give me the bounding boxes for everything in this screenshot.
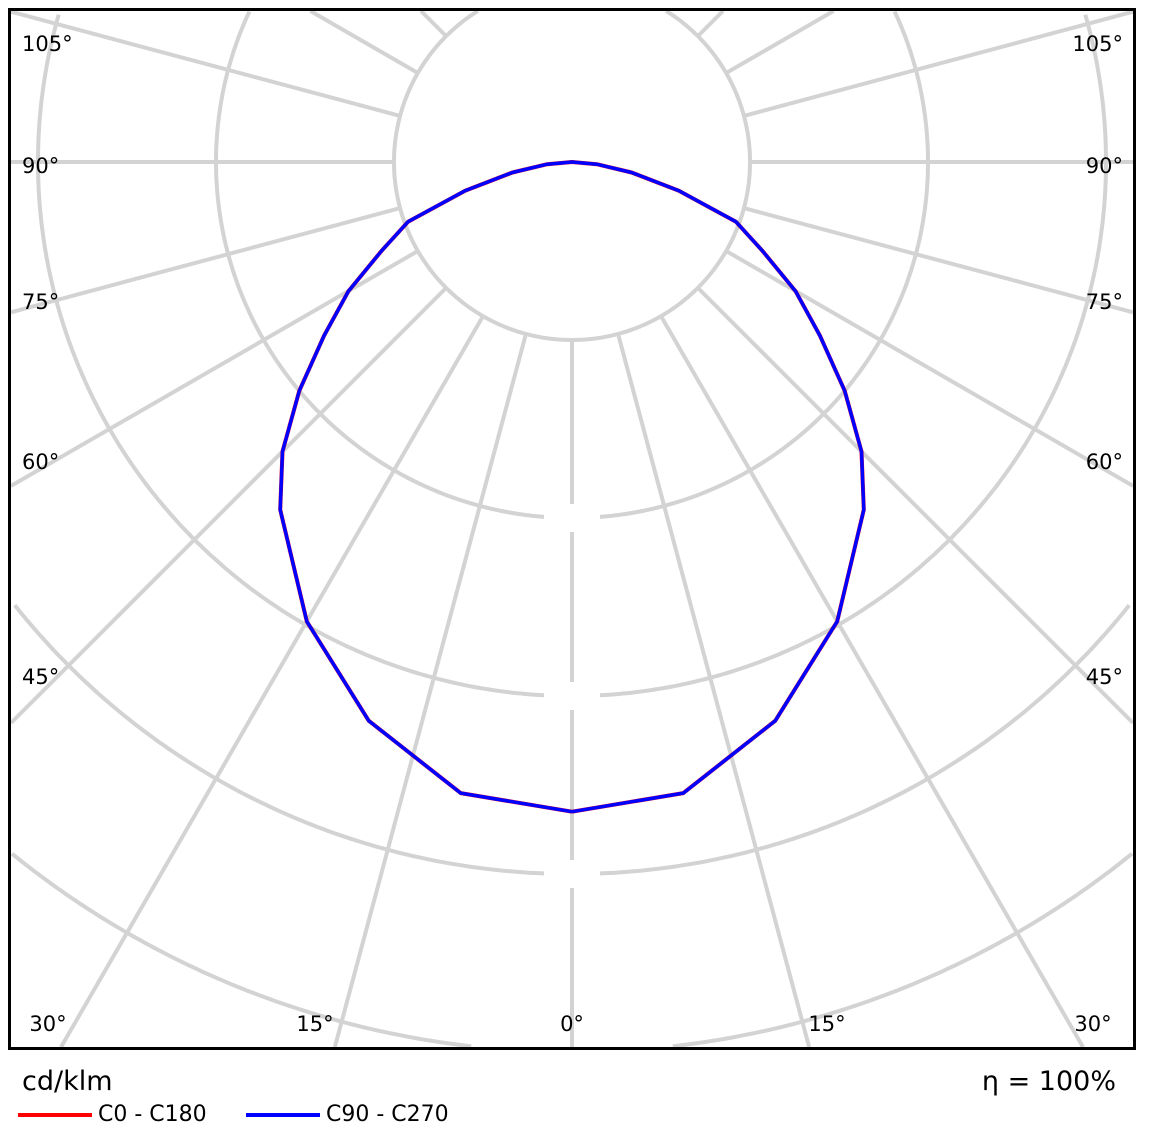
angle-label-left: 60°: [22, 450, 59, 474]
grid-ring: [392, 11, 752, 342]
grid-spoke: [11, 11, 401, 118]
grid-spoke: [616, 333, 812, 1047]
angle-label-right: 45°: [1086, 665, 1123, 689]
grid-ring: [214, 11, 930, 520]
series-curve-c90-c270: [278, 160, 866, 814]
grid-spoke: [743, 11, 1133, 118]
legend-label: C0 - C180: [98, 1102, 207, 1127]
radial-label-bg: [544, 860, 600, 888]
grid-spoke: [696, 286, 1133, 725]
grid-spoke: [309, 11, 419, 75]
angle-label-left: 45°: [22, 665, 59, 689]
radial-label-bg: [544, 504, 600, 532]
grid-spoke: [11, 206, 401, 315]
legend-swatch-blue: [246, 1112, 320, 1117]
radial-label-bg: [544, 682, 600, 710]
polar-chart-frame: 105° 90° 75° 60° 45° 105° 90° 75° 60° 45° 30° 15° 0°…: [8, 8, 1136, 1050]
polar-chart: 105° 90° 75° 60° 45° 105° 90° 75° 60° 45° 30° 15° 0°…: [11, 11, 1133, 1047]
grid-spoke: [11, 249, 419, 488]
angle-label-bottom: 30°: [29, 1012, 66, 1036]
grid-spoke: [743, 206, 1133, 315]
angle-label-left: 90°: [22, 154, 59, 178]
unit-label: cd/klm: [22, 1066, 113, 1097]
grid-ring: [36, 14, 1108, 698]
grid-ring: [13, 603, 1131, 876]
angle-label-left: 105°: [22, 32, 73, 56]
legend-item-c0: C0 - C180: [18, 1102, 207, 1127]
angle-label-right: 75°: [1086, 290, 1123, 314]
legend-item-c90: C90 - C270: [246, 1102, 449, 1127]
grid-spoke: [59, 315, 485, 1047]
grid-spoke: [725, 249, 1133, 488]
grid-ring: [11, 852, 1133, 1047]
grid-spoke: [332, 333, 528, 1047]
angle-label-bottom: 15°: [808, 1012, 845, 1036]
grid-spoke: [419, 11, 448, 38]
angle-label-right: 60°: [1086, 450, 1123, 474]
angle-label-left: 75°: [22, 290, 59, 314]
angle-label-right: 90°: [1086, 154, 1123, 178]
angle-label-bottom: 0°: [560, 1012, 584, 1036]
angle-label-right: 105°: [1072, 32, 1123, 56]
angle-label-bottom: 15°: [296, 1012, 333, 1036]
grid-spoke: [11, 286, 448, 725]
legend-label: C90 - C270: [326, 1102, 449, 1127]
grid-spoke: [725, 11, 835, 75]
legend-swatch-red: [18, 1112, 92, 1117]
efficiency-label: η = 100%: [981, 1066, 1116, 1097]
angle-label-bottom: 30°: [1074, 1012, 1111, 1036]
grid-spoke: [696, 11, 725, 38]
grid-spoke: [659, 315, 1085, 1047]
